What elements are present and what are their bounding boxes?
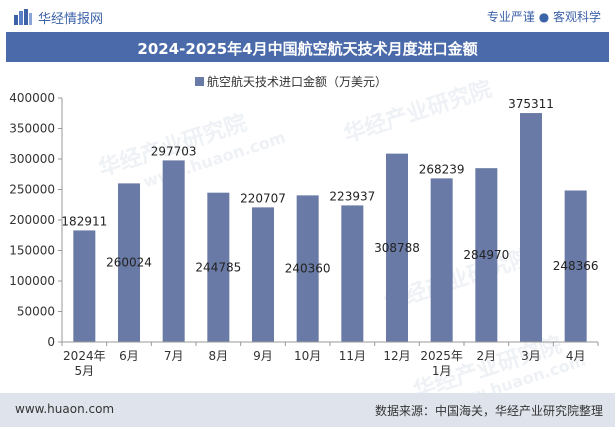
x-tick-label: 1月 — [432, 364, 452, 378]
x-tick-label: 2月 — [477, 349, 497, 363]
bar-value-label: 375311 — [508, 97, 554, 111]
y-axis: 0 50000 100000 150000 200000 250000 300000 3500… — [9, 91, 63, 349]
bar-value-label: 308788 — [374, 241, 420, 255]
x-tick-label: 2025年 — [420, 349, 463, 363]
top-bar: 华经情报网 专业严谨 ● 客观科学 — [0, 0, 615, 34]
bar — [430, 178, 453, 342]
y-tick-label: 350000 — [9, 122, 55, 136]
bar-value-label: 182911 — [61, 214, 107, 228]
legend-label: 航空航天技术进口金额（万美元） — [207, 74, 387, 89]
chart-title: 2024-2025年4月中国航空航天技术月度进口金额 — [137, 40, 478, 58]
bar — [296, 195, 319, 342]
y-tick-label: 250000 — [9, 183, 55, 197]
tagline: 专业严谨 ● 客观科学 — [486, 10, 601, 24]
x-tick-label: 5月 — [75, 364, 95, 378]
x-tick-label: 10月 — [294, 349, 321, 363]
x-tick-label: 8月 — [209, 349, 229, 363]
x-tick-label: 7月 — [164, 349, 184, 363]
x-tick-label: 4月 — [566, 349, 586, 363]
bar-value-label: 220707 — [240, 191, 286, 205]
brand-name: 华经情报网 — [38, 12, 104, 27]
legend-swatch — [195, 77, 204, 86]
bar-value-label: 248366 — [553, 259, 599, 273]
x-tick-label: 12月 — [383, 349, 410, 363]
footer: www.huaon.com 数据来源：中国海关，华经产业研究院整理 — [0, 393, 615, 427]
y-tick-label: 200000 — [9, 213, 55, 227]
bar — [118, 183, 140, 342]
bar — [207, 192, 230, 342]
bar — [475, 168, 498, 342]
y-tick-label: 0 — [47, 335, 55, 349]
y-tick-label: 400000 — [9, 91, 55, 105]
title-bar: 2024-2025年4月中国航空航天技术月度进口金额 — [6, 32, 609, 62]
bar — [341, 205, 364, 342]
y-tick-label: 150000 — [9, 244, 55, 258]
bar — [520, 113, 542, 342]
footer-source: 数据来源：中国海关，华经产业研究院整理 — [374, 404, 603, 418]
x-tick-label: 3月 — [521, 349, 541, 363]
bar-value-label: 223937 — [329, 189, 375, 203]
bar — [252, 207, 274, 342]
bar-value-label: 244785 — [195, 260, 241, 274]
bar — [73, 230, 96, 342]
bar — [162, 160, 185, 342]
y-tick-label: 50000 — [17, 305, 55, 319]
bar — [386, 153, 408, 342]
bar — [564, 190, 587, 342]
bar-value-label: 260024 — [106, 256, 152, 270]
bar-chart: 航空航天技术进口金额（万美元） 0 50000 100000 150000 200000… — [9, 74, 599, 378]
bar-value-label: 240360 — [285, 262, 331, 276]
bar-value-label: 284970 — [463, 248, 509, 262]
legend: 航空航天技术进口金额（万美元） — [195, 74, 387, 89]
bar-value-label: 268239 — [419, 162, 465, 176]
bar-value-label: 297703 — [151, 144, 197, 158]
y-tick-label: 300000 — [9, 152, 55, 166]
x-tick-label: 9月 — [253, 349, 273, 363]
y-tick-label: 100000 — [9, 274, 55, 288]
bars: 182911 260024 297703 244785 220707 240360 2239… — [61, 97, 599, 342]
x-tick-label: 2024年 — [63, 349, 106, 363]
footer-website: www.huaon.com — [15, 402, 115, 416]
huajing-logo-icon — [14, 9, 32, 25]
x-tick-label: 11月 — [339, 349, 366, 363]
x-tick-label: 6月 — [119, 349, 139, 363]
